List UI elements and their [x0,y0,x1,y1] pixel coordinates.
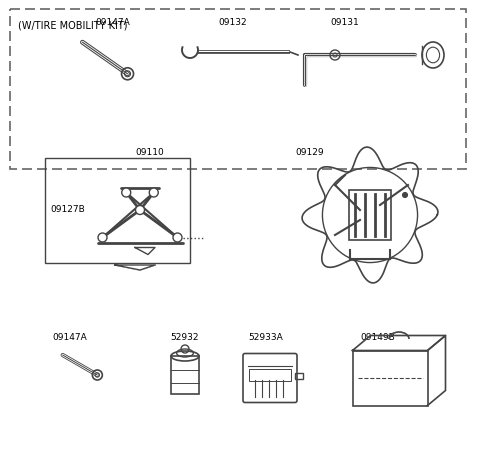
Circle shape [149,188,158,197]
Bar [249,369,291,381]
Text: (W/TIRE MOBILITY KIT): (W/TIRE MOBILITY KIT) [18,21,127,31]
Bar [10,9,466,169]
Circle shape [122,188,131,197]
Text: 09129: 09129 [295,148,324,157]
Text: 09127B: 09127B [50,206,85,215]
Bar [171,356,199,394]
Bar [45,158,190,263]
Text: 09147A: 09147A [95,18,130,27]
Circle shape [173,233,182,242]
Text: 52932: 52932 [170,333,199,342]
Circle shape [98,233,107,242]
Bar [349,190,391,240]
Text: 09110: 09110 [135,148,164,157]
Text: 09147A: 09147A [52,333,87,342]
Text: 09149B: 09149B [360,333,395,342]
Bar [352,351,428,405]
Text: 09132: 09132 [218,18,247,27]
Text: 52933A: 52933A [248,333,283,342]
Text: 09131: 09131 [330,18,359,27]
Bar [295,373,303,379]
Circle shape [135,206,144,215]
Polygon shape [115,265,155,270]
Circle shape [403,193,408,198]
